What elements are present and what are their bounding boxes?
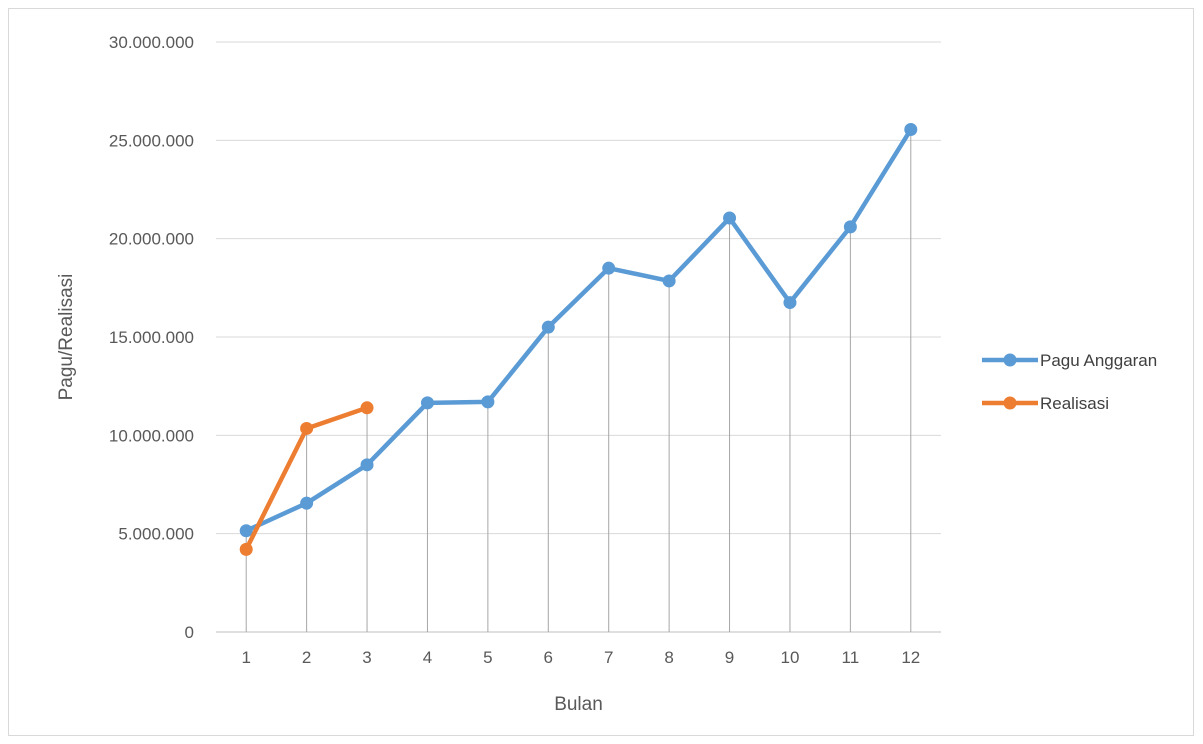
series-2 <box>239 401 374 556</box>
y-axis-title: Pagu/Realisasi <box>56 274 77 401</box>
legend-swatch-marker <box>1003 353 1017 367</box>
x-tick-label: 8 <box>664 648 673 667</box>
x-tick-label: 2 <box>302 648 311 667</box>
drop-lines <box>245 129 912 632</box>
data-point <box>662 274 676 288</box>
y-tick-label: 15.000.000 <box>109 328 194 347</box>
data-point <box>843 220 857 234</box>
gridlines <box>216 41 941 633</box>
x-tick-label: 7 <box>604 648 613 667</box>
data-point <box>420 396 434 410</box>
data-point <box>783 296 797 310</box>
data-point <box>239 542 253 556</box>
x-tick-label: 5 <box>483 648 492 667</box>
legend-label: Realisasi <box>1040 394 1109 413</box>
x-tick-label: 11 <box>842 648 860 667</box>
chart-frame <box>8 8 1194 736</box>
data-point <box>300 421 314 435</box>
data-point <box>904 123 918 137</box>
data-point <box>239 524 253 538</box>
data-point <box>300 496 314 510</box>
legend-label: Pagu Anggaran <box>1040 351 1157 370</box>
y-tick-label: 25.000.000 <box>109 131 194 150</box>
data-point <box>360 401 374 415</box>
y-tick-label: 0 <box>185 623 194 642</box>
x-axis-title: Bulan <box>554 694 603 715</box>
data-point <box>602 261 616 275</box>
data-point <box>723 211 737 225</box>
data-point <box>481 395 495 409</box>
x-axis-tick-labels: 1 2 3 4 5 6 7 8 9 10 11 12 <box>241 648 920 667</box>
y-tick-label: 20.000.000 <box>109 230 194 249</box>
series-line <box>243 127 914 533</box>
x-tick-label: 12 <box>901 648 920 667</box>
x-tick-label: 9 <box>725 648 734 667</box>
x-tick-label: 10 <box>780 648 799 667</box>
legend-item: Pagu Anggaran <box>982 351 1157 370</box>
x-tick-label: 3 <box>362 648 371 667</box>
series-layer <box>239 123 918 556</box>
legend: Pagu Anggaran Realisasi <box>982 351 1157 413</box>
series-1 <box>239 123 918 538</box>
y-tick-label: 30.000.000 <box>109 33 194 52</box>
x-tick-label: 4 <box>423 648 432 667</box>
x-tick-label: 6 <box>544 648 553 667</box>
y-tick-label: 10.000.000 <box>109 426 194 445</box>
data-point <box>541 320 555 334</box>
y-tick-label: 5.000.000 <box>118 525 194 544</box>
legend-swatch-marker <box>1003 396 1017 410</box>
y-axis-tick-labels: 0 5.000.000 10.000.000 15.000.000 20.000.000… <box>109 33 194 642</box>
x-tick-label: 1 <box>241 648 250 667</box>
data-point <box>360 458 374 472</box>
legend-item: Realisasi <box>982 394 1109 413</box>
